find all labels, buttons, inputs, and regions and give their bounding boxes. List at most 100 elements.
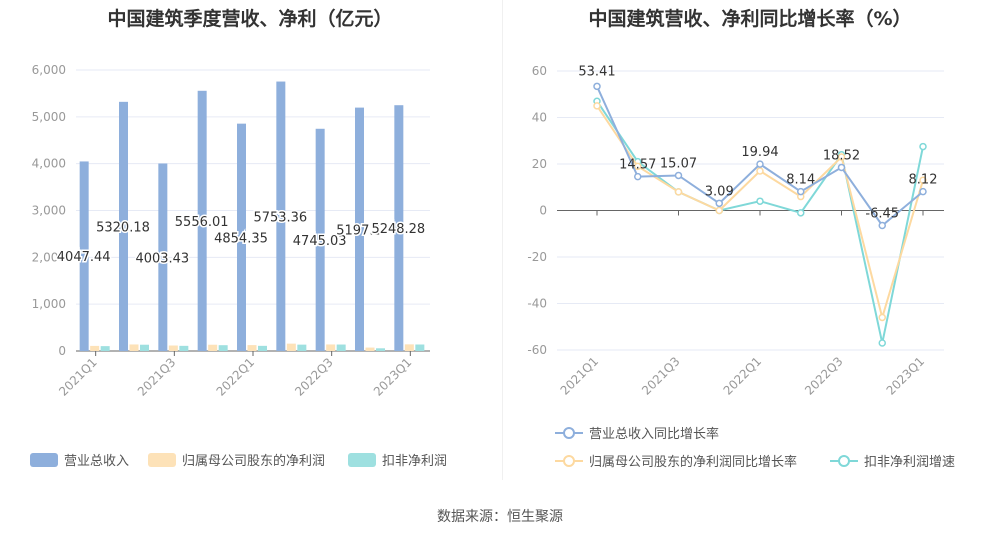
bar-data-label: 5197.1 [336, 223, 382, 238]
legend-swatch [348, 453, 376, 467]
bar-2 [415, 344, 425, 351]
legend-marker [563, 455, 575, 467]
bar-data-label: 5320.18 [96, 220, 150, 235]
legend-label: 扣非净利润 [382, 454, 447, 469]
data-point-0 [797, 187, 805, 196]
data-point-1 [919, 176, 927, 185]
data-point-0 [878, 221, 886, 230]
data-point-0 [837, 163, 846, 172]
bar-2 [140, 344, 149, 351]
x-tick-label: 2023Q1 [884, 354, 928, 398]
data-point-2 [878, 339, 886, 347]
bar-data-label: 4003.43 [135, 251, 189, 266]
data-point-0 [715, 199, 723, 208]
bar-2 [179, 345, 189, 351]
line-data-label: 18.52 [823, 148, 860, 163]
y-tick-label: 3,000 [32, 204, 66, 218]
bar-chart-title: 中国建筑季度营收、净利（亿元） [107, 8, 393, 30]
data-point-2 [919, 142, 927, 151]
y-tick-label: -40 [527, 297, 547, 311]
y-tick-label: 2,000 [32, 250, 66, 264]
bar-0 [158, 163, 168, 351]
legend-swatch [30, 453, 58, 467]
line-series-2 [596, 100, 924, 344]
bar-2 [258, 345, 267, 351]
line-data-label: 8.12 [909, 173, 938, 188]
legend-marker [563, 427, 575, 439]
bar-data-label: 5753.36 [253, 210, 307, 225]
bar-data-label: 4745.03 [293, 234, 347, 249]
x-tick-label: 2023Q1 [371, 355, 415, 399]
bar-1 [404, 344, 414, 351]
x-tick-label: 2021Q3 [639, 354, 683, 398]
bar-0 [237, 123, 246, 352]
y-tick-label: -60 [527, 343, 547, 357]
bar-0 [355, 107, 364, 352]
x-tick-label: 2022Q1 [721, 354, 765, 398]
bar-1 [168, 345, 178, 351]
line-data-label: 15.07 [660, 156, 697, 171]
bar-0 [119, 101, 128, 352]
y-tick-label: 0 [539, 204, 547, 218]
bar-2 [218, 345, 228, 351]
x-tick-label: 2022Q3 [292, 355, 336, 399]
y-tick-label: 0 [58, 344, 66, 358]
divider [502, 0, 503, 480]
bar-0 [197, 90, 207, 352]
data-point-0 [756, 160, 764, 168]
bar-1 [326, 344, 336, 351]
bar-2 [376, 348, 385, 351]
line-data-label: 14.57 [619, 158, 656, 173]
bar-0 [79, 161, 89, 351]
data-point-1 [593, 102, 601, 110]
data-point-1 [634, 162, 642, 171]
y-tick-label: 5,000 [32, 110, 66, 124]
bar-1 [129, 344, 139, 351]
data-point-1 [878, 313, 886, 322]
data-point-1 [837, 153, 846, 161]
legend-label: 营业总收入 [64, 454, 129, 469]
data-point-1 [674, 188, 683, 196]
data-point-0 [593, 82, 601, 91]
x-tick-label: 2021Q3 [135, 355, 179, 399]
line-data-label: 3.09 [705, 184, 734, 199]
bar-1 [247, 345, 257, 351]
bar-data-label: 4047.44 [57, 250, 111, 265]
y-tick-label: 6,000 [32, 63, 66, 77]
y-tick-label: 4,000 [32, 157, 66, 171]
y-tick-label: 40 [532, 111, 547, 125]
bar-0 [276, 81, 286, 352]
x-tick-label: 2022Q3 [802, 354, 846, 398]
data-point-2 [797, 209, 805, 217]
data-point-0 [919, 187, 927, 196]
legend-swatch [148, 453, 176, 467]
legend-label: 归属母公司股东的净利润 [182, 453, 325, 469]
x-tick-label: 2022Q1 [214, 355, 258, 399]
data-point-2 [756, 197, 764, 205]
bar-0 [394, 105, 404, 351]
bar-1 [208, 344, 218, 351]
y-tick-label: 1,000 [32, 297, 66, 311]
legend-label: 归属母公司股东的净利润同比增长率 [589, 454, 797, 470]
bar-0 [315, 128, 325, 351]
bar-1 [365, 347, 375, 351]
x-tick-label: 2021Q1 [56, 355, 100, 399]
line-data-label: 19.94 [741, 145, 778, 160]
bar-data-label: 4854.35 [214, 231, 268, 246]
bar-2 [100, 346, 110, 351]
bar-2 [336, 344, 346, 351]
data-point-1 [756, 167, 764, 175]
data-point-1 [715, 206, 723, 215]
legend-label: 营业总收入同比增长率 [589, 426, 719, 442]
line-data-label: -6.45 [865, 206, 899, 221]
legend-label: 扣非净利润增速 [864, 455, 955, 470]
line-data-label: 53.41 [578, 64, 615, 79]
bar-1 [286, 343, 296, 351]
bar-2 [297, 344, 307, 351]
bar-data-label: 5248.28 [371, 222, 425, 237]
data-point-0 [674, 171, 683, 180]
y-tick-label: -20 [527, 250, 547, 264]
bar-1 [90, 345, 100, 351]
legend-marker [838, 455, 850, 467]
